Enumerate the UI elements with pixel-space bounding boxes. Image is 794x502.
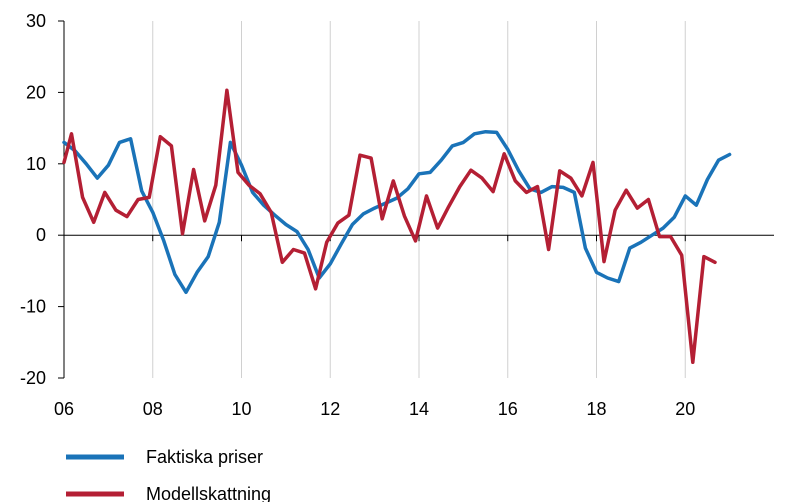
series-line-modellskattning	[62, 88, 717, 365]
y-tick-label: 10	[26, 154, 46, 174]
y-tick-label: 0	[36, 225, 46, 245]
legend-label: Faktiska priser	[146, 447, 263, 467]
axes	[58, 20, 774, 379]
x-tick-label: 08	[143, 399, 163, 419]
x-tick-label: 20	[675, 399, 695, 419]
x-tick-label: 10	[231, 399, 251, 419]
y-tick-label: -10	[20, 297, 46, 317]
x-tick-label: 16	[498, 399, 518, 419]
y-tick-label: 20	[26, 82, 46, 102]
x-tick-label: 14	[409, 399, 429, 419]
series-line-faktiska-priser	[62, 129, 732, 295]
legend: Faktiska priser Modellskattning	[66, 447, 271, 502]
x-tick-label: 18	[586, 399, 606, 419]
x-tick-label: 12	[320, 399, 340, 419]
x-tick-label: 06	[54, 399, 74, 419]
legend-label: Modellskattning	[146, 484, 271, 502]
y-tick-label: 30	[26, 11, 46, 31]
x-axis-tick-labels: 06 08 10 12 14 16 18 20	[54, 399, 695, 419]
y-tick-label: -20	[20, 368, 46, 388]
grid-lines	[152, 21, 686, 378]
series-lines	[62, 88, 732, 365]
y-axis-tick-labels: 30 20 10 0 -10 -20	[20, 11, 46, 388]
